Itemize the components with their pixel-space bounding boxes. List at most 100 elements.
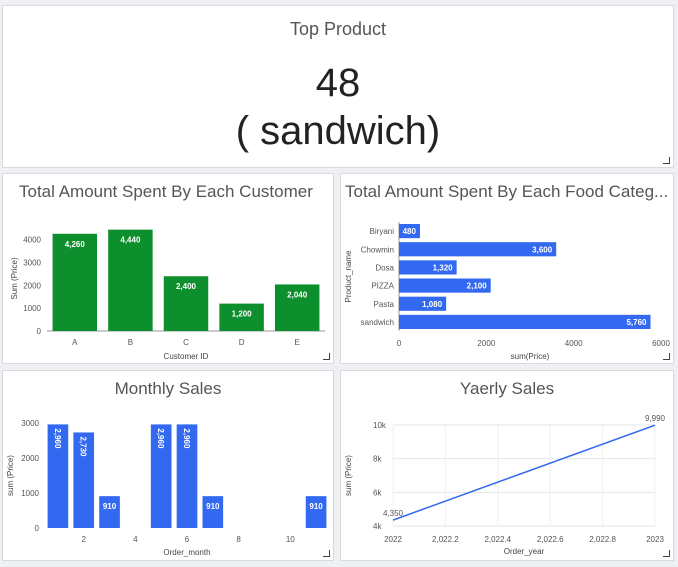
resize-handle-icon[interactable] xyxy=(663,157,670,164)
y-axis-label: sum (Price) xyxy=(6,455,15,496)
bar xyxy=(108,229,153,331)
bar xyxy=(274,284,320,331)
x-tick-label: B xyxy=(128,338,133,347)
data-label: 2,960 xyxy=(53,428,62,449)
bar xyxy=(47,424,69,528)
monthly-bar-chart: 0 1000 2000 3000 2,960 2,730 910 2,960 2,960 910 9… xyxy=(6,419,327,557)
x-axis-label: Customer ID xyxy=(164,352,209,361)
x-tick-label: 0 xyxy=(397,339,402,348)
y-tick-label: 10k xyxy=(373,421,387,430)
resize-handle-icon[interactable] xyxy=(663,550,670,557)
bar xyxy=(202,496,224,528)
monthly-chart-panel: Monthly Sales 0 1000 2000 3000 2,960 2,730 910… xyxy=(2,370,334,561)
x-tick-label: 2,022.8 xyxy=(589,535,616,544)
data-label: 3,600 xyxy=(532,245,553,254)
monthly-chart-title: Monthly Sales xyxy=(114,379,222,398)
x-tick-label: 6000 xyxy=(652,339,670,348)
x-tick-label: 2,022.6 xyxy=(537,535,564,544)
x-tick-label: 2023 xyxy=(646,535,664,544)
series-line xyxy=(392,424,656,521)
x-tick-label: 4 xyxy=(133,535,138,544)
data-label: 4,260 xyxy=(65,240,86,249)
data-label: 2,100 xyxy=(467,282,488,291)
customers-bar-chart: 0 1000 2000 3000 4000 4,260 A 4,440 B 2,400 C 1,200… xyxy=(10,229,325,361)
data-label: 910 xyxy=(309,502,323,511)
y-tick-label: PIZZA xyxy=(371,282,394,291)
yearly-chart-panel: Yaerly Sales 4k 6k 8k 10k 2022 2,022.2 2,022.4… xyxy=(340,370,674,561)
customers-chart-title: Total Amount Spent By Each Customer xyxy=(19,182,313,201)
x-tick-label: E xyxy=(295,338,300,347)
data-label: 2,960 xyxy=(182,428,191,449)
x-tick-label: 8 xyxy=(236,535,241,544)
bar xyxy=(399,223,420,239)
data-label: 4,350 xyxy=(383,509,404,518)
y-tick-label: 1000 xyxy=(23,304,41,313)
bar xyxy=(52,233,98,331)
x-tick-label: A xyxy=(72,338,78,347)
kpi-panel: Top Product 48 ( sandwich) xyxy=(2,5,674,168)
bar xyxy=(219,303,264,331)
bar xyxy=(399,314,651,330)
x-tick-label: 2000 xyxy=(477,339,495,348)
kpi-title: Top Product xyxy=(289,19,387,39)
y-tick-label: 6k xyxy=(373,488,382,497)
x-axis-label: Order_month xyxy=(163,548,210,557)
bar xyxy=(305,496,327,528)
resize-handle-icon[interactable] xyxy=(323,353,330,360)
data-label: 1,080 xyxy=(422,300,443,309)
food-bar-chart: 480 Biryani 3,600 Chowmin 1,320 Dosa 2,100 PIZZ… xyxy=(344,222,670,361)
y-tick-label: 1000 xyxy=(21,489,39,498)
data-label: 910 xyxy=(103,502,117,511)
y-tick-label: 4000 xyxy=(23,236,41,245)
y-tick-label: Chowmin xyxy=(361,245,394,254)
data-label: 2,400 xyxy=(176,282,197,291)
data-label: 2,960 xyxy=(156,428,165,449)
kpi-product: ( sandwich) xyxy=(235,109,441,153)
data-label: 4,440 xyxy=(120,236,141,245)
y-tick-label: 3000 xyxy=(21,419,39,428)
bar xyxy=(399,278,491,293)
bar xyxy=(399,260,457,275)
y-tick-label: 2000 xyxy=(21,454,39,463)
y-tick-label: sandwich xyxy=(361,318,394,327)
data-label: 1,200 xyxy=(232,310,253,319)
bar xyxy=(399,242,557,257)
x-tick-label: 2,022.2 xyxy=(432,535,459,544)
x-tick-label: D xyxy=(239,338,245,347)
y-axis-label: Sum (Price) xyxy=(10,257,19,300)
y-tick-label: Dosa xyxy=(375,263,394,272)
x-axis-label: sum(Price) xyxy=(511,352,550,361)
x-axis-label: Order_year xyxy=(504,547,545,556)
yearly-chart-title: Yaerly Sales xyxy=(459,379,555,398)
yearly-line-chart: 4k 6k 8k 10k 2022 2,022.2 2,022.4 2,022.6 2,022.… xyxy=(344,414,666,556)
x-tick-label: 6 xyxy=(185,535,190,544)
data-label: 2,730 xyxy=(79,436,88,457)
bar xyxy=(99,496,120,528)
x-tick-label: C xyxy=(183,338,189,347)
bar xyxy=(176,424,198,528)
resize-handle-icon[interactable] xyxy=(663,353,670,360)
bar xyxy=(399,296,447,311)
y-tick-label: 2000 xyxy=(23,281,41,290)
y-tick-label: 4k xyxy=(373,522,382,531)
bar xyxy=(73,432,95,528)
x-tick-label: 10 xyxy=(286,535,295,544)
customers-chart-panel: Total Amount Spent By Each Customer 0 100… xyxy=(2,173,334,364)
bar xyxy=(163,276,209,331)
y-tick-label: 0 xyxy=(37,327,42,336)
y-tick-label: Pasta xyxy=(374,300,395,309)
data-label: 2,040 xyxy=(287,290,308,299)
kpi-value: 48 xyxy=(315,61,361,105)
y-axis-label: Product_name xyxy=(344,250,353,303)
x-tick-label: 4000 xyxy=(565,339,583,348)
data-label: 9,990 xyxy=(645,414,666,423)
x-tick-label: 2022 xyxy=(384,535,402,544)
resize-handle-icon[interactable] xyxy=(323,550,330,557)
food-chart-title: Total Amount Spent By Each Food Categ... xyxy=(345,182,669,201)
food-chart-panel: Total Amount Spent By Each Food Categ...… xyxy=(340,173,674,364)
y-tick-label: 3000 xyxy=(23,259,41,268)
x-tick-label: 2,022.4 xyxy=(484,535,511,544)
data-label: 910 xyxy=(206,502,220,511)
y-axis-label: sum (Price) xyxy=(344,455,353,496)
data-label: 1,320 xyxy=(433,263,454,272)
